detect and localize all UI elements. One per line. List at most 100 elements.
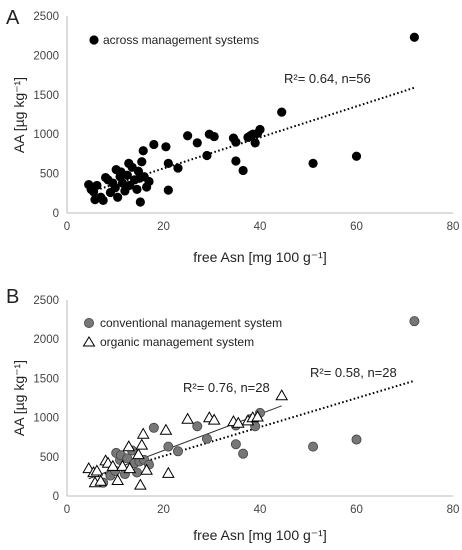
panel-a-y-tick-label: 1500 (33, 90, 59, 102)
panel-b-letter: B (6, 286, 19, 308)
panel-b-point-triangle (275, 389, 289, 401)
panel-a-point-circle (409, 32, 419, 42)
panel-a-point-circle (238, 165, 248, 176)
panel-b-point-circle (308, 441, 319, 452)
panel-a-point-circle (161, 142, 171, 152)
panel-a-point-circle (308, 158, 318, 168)
panel-b-point-triangle (94, 474, 108, 486)
panel-b-trendline-dotted (100, 379, 415, 476)
panel-b-point-triangle (140, 463, 153, 475)
panel-a-legend-marker (89, 35, 99, 45)
panel-a-point-circle (183, 131, 193, 141)
panel-b-points (82, 316, 420, 490)
panel-b-x-label: free Asn [mg 100 g⁻¹] (193, 527, 326, 543)
panel-a-point-circle (132, 184, 142, 194)
panel-a-point-circle (137, 157, 147, 167)
panel-a-point-circle (277, 107, 287, 117)
panel-b-point-triangle (251, 410, 264, 422)
panel-b-y-label: AA [µg kg⁻¹] (11, 360, 27, 436)
panel-a-letter: A (6, 7, 20, 29)
panel-b-point-circle (238, 448, 249, 459)
panel-b-legend-marker-organic (82, 336, 96, 347)
panel-b-point-triangle (207, 413, 221, 425)
panel-b-point-circle (230, 439, 241, 450)
panel-a-point-circle (98, 195, 108, 205)
panel-b: B 0 500 1000 1500 2000 2500 0 20 40 60 80 AA [µg … (6, 286, 459, 543)
panel-b-legend-label-conventional: conventional management system (100, 316, 282, 330)
panel-a-x-ticks: 0 20 40 60 80 (64, 221, 460, 233)
panel-b-y-tick-label: 1500 (33, 373, 59, 385)
panel-b-point-triangle (111, 473, 125, 485)
panel-b-legend: conventional management system organic m… (82, 316, 282, 349)
panel-b-point-triangle (159, 423, 173, 435)
panel-a-point-circle (163, 158, 173, 168)
panel-a-x-tick-label: 60 (350, 221, 363, 233)
panel-a-point-circle (122, 170, 132, 180)
panel-b-x-tick-label: 20 (157, 504, 170, 516)
panel-b-point-circle (172, 446, 183, 457)
panel-b-point-circle (148, 422, 159, 433)
panel-b-point-triangle (133, 478, 147, 490)
panel-a-point-circle (173, 163, 183, 173)
panel-a-x-label: free Asn [mg 100 g⁻¹] (193, 249, 326, 265)
panel-b-r2-conventional: R²= 0.58, n=28 (310, 365, 397, 380)
panel-b-r2-organic: R²= 0.76, n=28 (183, 380, 270, 395)
panel-b-y-tick-label: 0 (53, 491, 59, 503)
panel-a-y-tick-label: 1000 (33, 129, 59, 141)
panel-b-point-triangle (122, 440, 136, 452)
panel-a-point-circle (231, 137, 241, 147)
panel-b-x-tick-label: 0 (64, 504, 70, 516)
panel-b-y-tick-label: 500 (40, 452, 59, 464)
panel-b-point-circle (409, 316, 420, 327)
panel-a-point-circle (133, 166, 144, 176)
panel-a-point-circle (138, 146, 148, 156)
panel-b-x-tick-label: 60 (350, 504, 363, 516)
panel-a-legend-label: across management systems (103, 33, 259, 47)
panel-a-y-label: AA [µg kg⁻¹] (11, 77, 27, 153)
panel-a-point-circle (192, 138, 202, 148)
panel-b-point-triangle (161, 466, 175, 478)
panel-a-y-tick-label: 2500 (33, 11, 59, 23)
panel-a-point-circle (144, 176, 154, 187)
panel-b-legend-label-organic: organic management system (100, 335, 254, 349)
panel-a-x-tick-label: 80 (447, 221, 460, 233)
panel-a-point-circle (255, 124, 265, 135)
panel-b-x-tick-label: 80 (447, 504, 460, 516)
panel-a-point-circle (163, 185, 173, 195)
panel-a-y-tick-label: 500 (40, 169, 59, 181)
panel-a-point-circle (202, 150, 212, 161)
panel-a-point-circle (135, 197, 145, 207)
panel-b-x-ticks: 0 20 40 60 80 (64, 504, 460, 516)
panel-b-y-tick-label: 2000 (33, 334, 59, 346)
panel-b-point-circle (201, 433, 212, 444)
panel-a-point-circle (231, 156, 241, 166)
panel-a-y-tick-label: 0 (53, 208, 59, 220)
panel-a-y-tick-label: 2000 (33, 50, 59, 62)
panel-b-point-triangle (116, 459, 129, 471)
panel-b-x-tick-label: 40 (254, 504, 267, 516)
panel-b-point-triangle (136, 427, 150, 439)
panel-b-y-ticks: 0 500 1000 1500 2000 2500 (33, 295, 59, 503)
panel-a-x-tick-label: 40 (254, 221, 267, 233)
panel-a-x-tick-label: 0 (64, 221, 70, 233)
panel-a-r2-annotation: R²= 0.64, n=56 (284, 71, 371, 86)
panel-a-x-tick-label: 20 (157, 221, 170, 233)
panel-a-points (84, 32, 419, 207)
panel-b-y-tick-label: 2500 (33, 295, 59, 307)
panel-a-point-circle (117, 178, 128, 188)
panel-a-point-circle (149, 139, 159, 150)
panel-a-legend: across management systems (89, 33, 259, 47)
panel-b-point-triangle (135, 438, 149, 450)
panel-b-point-circle (351, 434, 362, 445)
panel-b-legend-marker-conventional (84, 317, 95, 328)
panel-a-point-circle (113, 192, 123, 202)
panel-b-y-tick-label: 1000 (33, 413, 59, 425)
panel-b-point-circle (163, 441, 174, 452)
panel-b-point-triangle (132, 447, 145, 460)
panel-b-point-triangle (231, 416, 245, 428)
panel-a-point-circle (86, 184, 96, 194)
panel-b-point-circle (192, 421, 203, 432)
panel-b-point-triangle (181, 412, 194, 424)
panel-a-point-circle (250, 138, 260, 148)
